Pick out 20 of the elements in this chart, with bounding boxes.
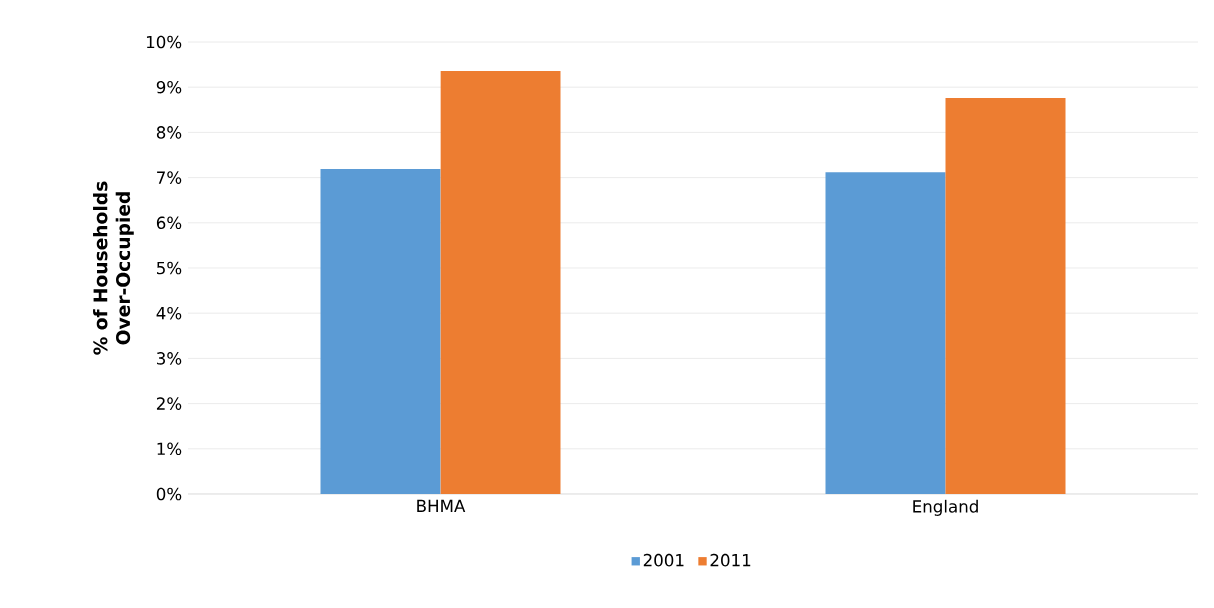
y-tick-label: 2% [156, 397, 182, 410]
bar [320, 169, 441, 494]
x-tick-label: BHMA [417, 499, 466, 512]
y-tick-label: 10% [146, 35, 182, 49]
bar [945, 98, 1066, 494]
y-tick-label: 9% [156, 80, 182, 94]
y-tick-label: 5% [157, 261, 182, 275]
legend-label: 2001 [643, 553, 684, 567]
x-tick-label: England [913, 499, 978, 516]
bar [440, 70, 561, 494]
y-tick-label: 1% [157, 442, 182, 456]
legend-label: 2011 [710, 553, 751, 567]
y-tick-label: 4% [156, 306, 182, 320]
y-tick-label: 0% [156, 487, 182, 501]
y-tick-label: 8% [156, 126, 182, 139]
y-tick-label: 6% [156, 216, 182, 230]
y-tick-label: 3% [157, 352, 182, 365]
y-tick-label: 7% [157, 171, 182, 184]
bar [825, 172, 946, 494]
y-axis-title: % of Households Over-Occupied [93, 181, 134, 355]
